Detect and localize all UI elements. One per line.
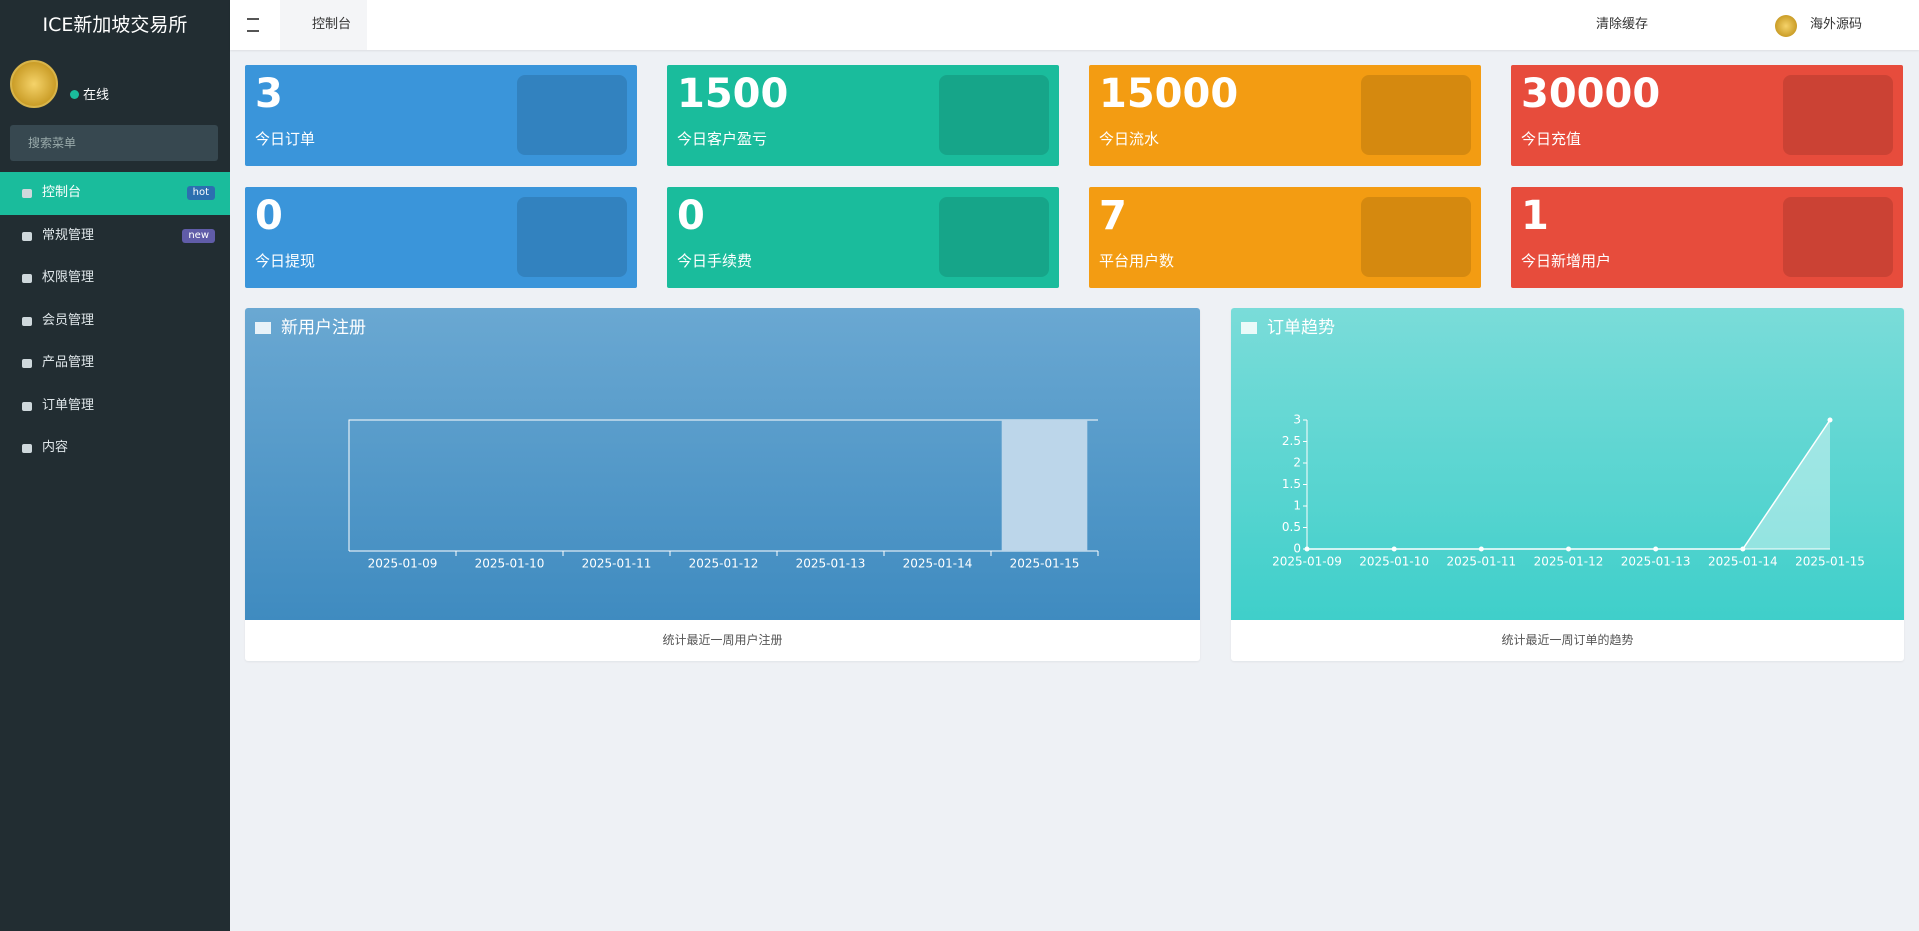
stat-label: 今日流水	[1099, 130, 1160, 148]
stat-value: 30000	[1521, 71, 1661, 117]
stat-label: 今日充值	[1521, 130, 1582, 148]
stat-icon	[517, 75, 627, 155]
stat-value: 7	[1099, 193, 1127, 239]
menu-badge: hot	[186, 186, 215, 200]
stat-card: 0 今日提现	[245, 187, 637, 288]
avatar	[10, 60, 58, 108]
stat-label: 今日订单	[255, 130, 316, 148]
stat-icon	[1783, 197, 1893, 277]
stat-icon	[939, 197, 1049, 277]
stat-card: 30000 今日充值	[1511, 65, 1903, 166]
stat-icon	[1361, 75, 1471, 155]
clear-cache[interactable]: 清除缓存	[1596, 17, 1649, 32]
x-tick-label: 2025-01-12	[689, 557, 759, 571]
chart-footer: 统计最近一周订单的趋势	[1501, 633, 1634, 647]
stat-label: 今日提现	[255, 252, 316, 270]
stat-card: 1500 今日客户盈亏	[667, 65, 1059, 166]
chart-footer: 统计最近一周用户注册	[662, 633, 783, 647]
stat-card: 15000 今日流水	[1089, 65, 1481, 166]
sidebar: ICE新加坡交易所 在线 搜索菜单 控制台 hot 常规管理 new 权限管理 会员管理产…	[0, 0, 230, 931]
line	[1307, 419, 1831, 550]
stat-card: 1 今日新增用户	[1511, 187, 1903, 288]
menu-item[interactable]: 权限管理	[0, 257, 230, 300]
stat-icon	[1783, 75, 1893, 155]
menu-item[interactable]: 订单管理	[0, 385, 230, 428]
chart-panel: 新用户注册 2025-01-09 2025-01-10 2025-01-11 2025-…	[245, 308, 1200, 661]
y-tick-label: 0.5	[1282, 520, 1301, 534]
status: 在线	[70, 84, 109, 103]
stat-value: 0	[677, 193, 705, 239]
menu-toggle[interactable]	[247, 18, 259, 32]
stat-icon	[517, 197, 627, 277]
stat-value: 0	[255, 193, 283, 239]
chart-title: 订单趋势	[1267, 318, 1335, 338]
chart: 订单趋势 0 0.5 1 1.5 2 2.5 3 2025-01-09 2025-01-10 202…	[1231, 308, 1904, 620]
x-tick-label: 2025-01-15	[1010, 557, 1080, 571]
y-tick-label: 3	[1293, 413, 1301, 427]
stat-card: 7 平台用户数	[1089, 187, 1481, 288]
y-tick-label: 2	[1293, 456, 1301, 470]
x-tick-label: 2025-01-13	[1621, 555, 1691, 569]
menu-item[interactable]: 内容	[0, 427, 230, 470]
x-tick-label: 2025-01-14	[903, 557, 973, 571]
point	[1304, 546, 1310, 552]
brand: ICE新加坡交易所	[0, 0, 230, 50]
y-tick-label: 2.5	[1282, 434, 1301, 448]
stat-label: 今日客户盈亏	[677, 130, 768, 148]
stat-card: 0 今日手续费	[667, 187, 1059, 288]
x-tick-label: 2025-01-12	[1534, 555, 1604, 569]
stat-value: 15000	[1099, 71, 1239, 117]
title-icon	[255, 322, 271, 334]
chart-title: 新用户注册	[281, 318, 366, 338]
frame	[348, 419, 1098, 551]
stat-label: 平台用户数	[1099, 252, 1175, 270]
stat-label: 今日新增用户	[1521, 252, 1612, 270]
stat-label: 今日手续费	[677, 252, 753, 270]
title-icon	[1241, 322, 1257, 334]
stat-value: 1	[1521, 193, 1549, 239]
stats: 3 今日订单 1500 今日客户盈亏 15000 今日流水 30000 今日充值 0 今日提现 0 今…	[245, 65, 1903, 288]
user-avatar	[1775, 15, 1797, 37]
y-tick-label: 1.5	[1282, 477, 1301, 491]
stat-icon	[1361, 197, 1471, 277]
x-tick-label: 2025-01-09	[368, 557, 438, 571]
y-tick-label: 1	[1293, 499, 1301, 513]
tab[interactable]: 控制台	[280, 0, 368, 50]
chart-panel: 订单趋势 0 0.5 1 1.5 2 2.5 3 2025-01-09 2025-01-10 202…	[1231, 308, 1904, 661]
point	[1740, 546, 1746, 552]
point	[1391, 546, 1397, 552]
x-tick-label: 2025-01-13	[796, 557, 866, 571]
x-tick-label: 2025-01-09	[1272, 555, 1342, 569]
x-tick-label: 2025-01-11	[582, 557, 652, 571]
user-name[interactable]: 海外源码	[1810, 17, 1863, 32]
x-tick-label: 2025-01-15	[1795, 555, 1865, 569]
stat-value: 1500	[677, 71, 789, 117]
chart: 新用户注册 2025-01-09 2025-01-10 2025-01-11 2025-…	[245, 308, 1200, 620]
x-tick-label: 2025-01-14	[1708, 555, 1778, 569]
point	[1827, 417, 1833, 423]
x-tick-label: 2025-01-10	[475, 557, 545, 571]
x-tick-label: 2025-01-11	[1446, 555, 1516, 569]
menu-item[interactable]: 会员管理	[0, 300, 230, 343]
bar	[1001, 420, 1088, 551]
stat-value: 3	[255, 71, 283, 117]
point	[1566, 546, 1571, 552]
menu-badge: new	[182, 228, 215, 243]
menu-item[interactable]: 常规管理 new	[0, 215, 230, 258]
header: 控制台 清除缓存 海外源码	[230, 0, 1919, 50]
point	[1478, 546, 1484, 552]
search-box[interactable]: 搜索菜单	[10, 125, 218, 161]
point	[1653, 546, 1659, 552]
menu-item[interactable]: 控制台 hot	[0, 172, 230, 215]
menu: 控制台 hot 常规管理 new 权限管理 会员管理 产品管理 订单管理 内容	[0, 172, 230, 470]
y-tick-label: 0	[1293, 542, 1301, 556]
stat-card: 3 今日订单	[245, 65, 637, 166]
stat-icon	[939, 75, 1049, 155]
area	[1307, 420, 1830, 549]
x-tick-label: 2025-01-10	[1359, 555, 1429, 569]
menu-item[interactable]: 产品管理	[0, 342, 230, 385]
